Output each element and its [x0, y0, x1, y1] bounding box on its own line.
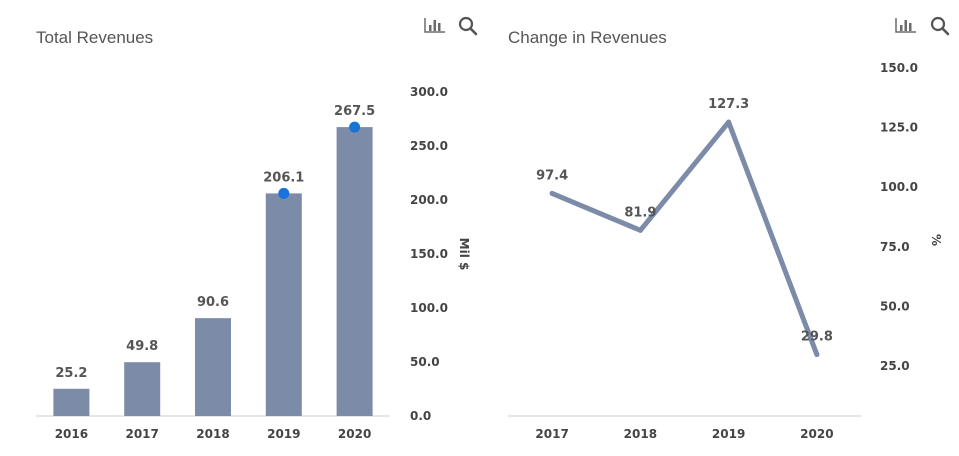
data-label: 29.8: [801, 330, 833, 345]
y-tick-label: 200.0: [410, 193, 448, 207]
point-marker: [278, 187, 290, 199]
change-in-revenues-chart: Change in Revenues 97.4 2017 81.9 2018 127.3…: [480, 0, 959, 456]
y-axis-label: Mil $: [457, 238, 471, 271]
x-tick-label: 2017: [125, 427, 158, 441]
bar-plot: 25.2 2016 49.8 2017 90.6 2018 206.1 2019 267.5 20…: [36, 85, 471, 441]
y-tick-label: 25.0: [880, 359, 910, 373]
chart-title: Total Revenues: [36, 28, 154, 47]
x-tick-label: 2016: [55, 427, 88, 441]
data-label: 90.6: [197, 295, 229, 310]
search-icon[interactable]: [458, 16, 478, 36]
y-tick-label: 125.0: [880, 121, 918, 135]
chart-title: Change in Revenues: [508, 28, 667, 47]
point-marker: [349, 121, 361, 133]
x-tick-label: 2018: [196, 427, 229, 441]
line-point: [549, 190, 555, 196]
x-tick-label: 2020: [800, 427, 833, 441]
bar: [336, 127, 373, 416]
line-point: [726, 119, 732, 125]
x-tick-label: 2019: [712, 427, 745, 441]
y-tick-label: 50.0: [410, 355, 440, 369]
y-tick-label: 300.0: [410, 85, 448, 99]
data-label: 81.9: [624, 205, 656, 220]
bar: [124, 362, 161, 416]
data-label: 127.3: [708, 97, 749, 112]
data-label: 25.2: [55, 366, 87, 381]
bar: [195, 318, 231, 416]
series-line: [549, 119, 820, 358]
bar-chart-icon[interactable]: [895, 16, 917, 34]
y-tick-label: 50.0: [880, 299, 910, 313]
bar: [265, 193, 302, 416]
bar: [53, 388, 90, 416]
y-tick-label: 150.0: [410, 247, 448, 261]
x-tick-label: 2018: [624, 427, 657, 441]
x-tick-label: 2017: [535, 427, 568, 441]
bar-chart-icon[interactable]: [424, 16, 446, 34]
y-tick-label: 150.0: [880, 61, 918, 75]
data-label: 97.4: [536, 168, 568, 183]
line-plot: 97.4 2017 81.9 2018 127.3 2019 29.8 2020 25.0 50.…: [508, 61, 943, 441]
data-label: 49.8: [126, 339, 158, 354]
y-tick-label: 250.0: [410, 139, 448, 153]
y-tick-label: 100.0: [410, 301, 448, 315]
data-label: 267.5: [334, 104, 375, 119]
y-tick-label: 75.0: [880, 240, 910, 254]
y-tick-label: 100.0: [880, 180, 918, 194]
y-axis-label: %: [929, 234, 943, 246]
search-icon[interactable]: [930, 16, 950, 36]
x-tick-label: 2020: [338, 427, 371, 441]
total-revenues-chart: Total Revenues 25.2 2016 49.8 2017 90.6 2018 2…: [36, 16, 478, 441]
data-label: 206.1: [263, 170, 304, 185]
line-point: [814, 352, 820, 358]
y-tick-label: 0.0: [410, 409, 431, 423]
x-tick-label: 2019: [267, 427, 300, 441]
line-point: [637, 227, 643, 233]
